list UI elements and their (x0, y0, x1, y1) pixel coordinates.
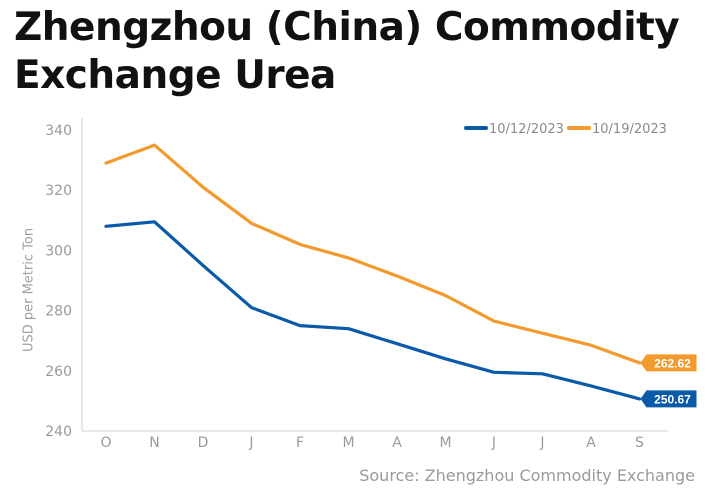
legend-label: 10/19/2023 (592, 122, 667, 137)
x-tick-label: S (635, 435, 644, 451)
y-tick-label: 320 (45, 183, 72, 199)
y-tick-label: 340 (45, 123, 72, 139)
series-line-1 (104, 220, 642, 401)
y-tick-label: 240 (45, 424, 72, 440)
end-value-label: 262.62 (654, 356, 691, 370)
y-tick-label: 280 (45, 304, 72, 320)
x-tick-label: D (198, 435, 209, 451)
x-tick-label: J (491, 435, 496, 451)
y-tick-label: 260 (45, 364, 72, 380)
x-tick-label: M (342, 435, 354, 451)
y-tick-label: 300 (45, 243, 72, 259)
x-tick-label: J (248, 435, 253, 451)
end-value-label: 250.67 (654, 392, 691, 406)
chart-title: Zhengzhou (China) Commodity Exchange Ure… (14, 4, 680, 100)
x-tick-label: F (296, 435, 304, 451)
x-tick-label: A (392, 435, 402, 451)
series-line-2 (104, 143, 642, 365)
x-tick-label: O (100, 435, 111, 451)
x-tick-label: J (539, 435, 544, 451)
end-value-callout (640, 354, 697, 372)
source-note: Source: Zhengzhou Commodity Exchange (359, 466, 695, 485)
chart-title-line-2: Exchange Urea (14, 53, 336, 98)
legend-label: 10/12/2023 (489, 122, 564, 137)
x-tick-label: M (439, 435, 451, 451)
end-value-callout (640, 390, 697, 408)
x-tick-label: A (586, 435, 596, 451)
chart-title-line-1: Zhengzhou (China) Commodity (14, 5, 680, 50)
x-tick-label: N (149, 435, 159, 451)
